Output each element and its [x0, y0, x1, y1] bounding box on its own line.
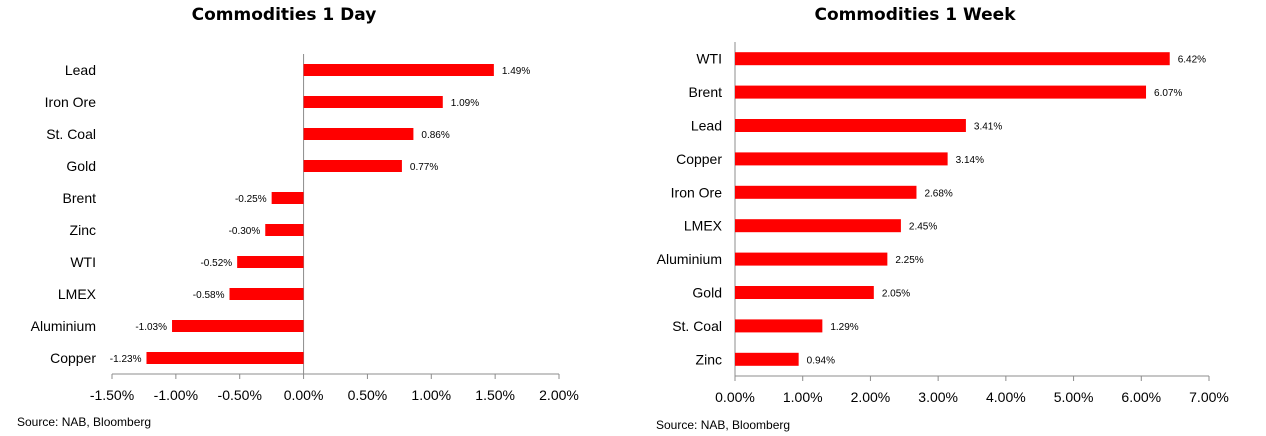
category-label: St. Coal: [46, 126, 96, 142]
category-label: Aluminium: [31, 318, 96, 334]
data-label: 1.49%: [502, 66, 530, 77]
data-label: 1.09%: [451, 98, 479, 109]
data-label: -1.03%: [135, 322, 167, 333]
x-tick-label: 5.00%: [1054, 389, 1094, 405]
bar: [303, 96, 443, 108]
bar: [146, 352, 304, 364]
bar: [271, 192, 304, 204]
bar: [735, 219, 901, 233]
category-label: Brent: [63, 190, 97, 206]
category-label: Iron Ore: [671, 184, 723, 200]
data-label: 2.25%: [895, 255, 923, 266]
chart-commodities-1-week: Commodities 1 Week Source: NAB, Bloomber…: [656, 5, 1229, 432]
category-label: Zinc: [696, 351, 722, 367]
chart-commodities-1-day: Commodities 1 Day Source: NAB, Bloomberg…: [17, 5, 579, 429]
x-tick-label: 1.50%: [475, 387, 515, 403]
x-tick-label: 6.00%: [1121, 389, 1161, 405]
bar: [735, 152, 948, 166]
data-label: -1.23%: [110, 354, 142, 365]
x-tick-label: 2.00%: [851, 389, 891, 405]
data-label: 0.86%: [421, 130, 449, 141]
data-label: 0.94%: [807, 355, 835, 366]
data-label: 2.45%: [909, 222, 937, 233]
x-tick-label: 7.00%: [1189, 389, 1229, 405]
data-label: 0.77%: [410, 162, 438, 173]
x-tick-label: -1.50%: [90, 387, 134, 403]
x-tick-label: 0.00%: [715, 389, 755, 405]
chart-title: Commodities 1 Day: [192, 5, 377, 25]
bar: [265, 224, 304, 236]
x-tick-label: 4.00%: [986, 389, 1026, 405]
x-tick-label: -1.00%: [154, 387, 198, 403]
data-label: 6.07%: [1154, 88, 1182, 99]
bar: [735, 119, 966, 132]
bar: [172, 320, 304, 332]
bar: [303, 128, 414, 140]
x-tick-label: 1.00%: [411, 387, 451, 403]
x-tick-label: 0.00%: [284, 387, 324, 403]
data-label: 2.05%: [882, 289, 910, 300]
category-label: Aluminium: [657, 251, 722, 267]
data-label: -0.30%: [229, 226, 261, 237]
data-label: -0.58%: [193, 290, 225, 301]
category-label: St. Coal: [672, 318, 722, 334]
x-tick-label: 3.00%: [918, 389, 958, 405]
category-label: WTI: [70, 254, 96, 270]
category-label: Lead: [65, 62, 96, 78]
bar: [735, 252, 888, 266]
data-label: 3.41%: [974, 122, 1002, 133]
data-label: 3.14%: [956, 155, 984, 166]
bar: [735, 319, 823, 333]
category-label: LMEX: [684, 218, 723, 234]
bar: [237, 256, 304, 268]
bar: [735, 85, 1147, 99]
category-label: Iron Ore: [45, 94, 97, 110]
category-label: Zinc: [70, 222, 96, 238]
category-label: WTI: [696, 51, 722, 67]
x-tick-label: -0.50%: [218, 387, 262, 403]
data-label: -0.25%: [235, 194, 267, 205]
bar: [303, 160, 402, 172]
x-tick-label: 2.00%: [539, 387, 579, 403]
category-label: Brent: [689, 84, 723, 100]
chart-title: Commodities 1 Week: [814, 5, 1016, 25]
data-label: 2.68%: [924, 188, 952, 199]
bar: [229, 288, 304, 300]
x-tick-label: 1.00%: [783, 389, 823, 405]
chart-source: Source: NAB, Bloomberg: [17, 415, 151, 429]
category-label: Copper: [676, 151, 722, 167]
bar: [735, 52, 1170, 66]
category-label: Lead: [691, 118, 722, 134]
category-label: Gold: [66, 158, 96, 174]
data-label: 1.29%: [830, 322, 858, 333]
data-label: -0.52%: [200, 258, 232, 269]
data-label: 6.42%: [1178, 55, 1206, 66]
bar: [735, 185, 917, 199]
bar: [735, 286, 874, 299]
category-label: LMEX: [58, 286, 97, 302]
bar: [303, 64, 494, 76]
bar: [735, 352, 799, 366]
x-tick-label: 0.50%: [348, 387, 388, 403]
category-label: Gold: [692, 285, 722, 301]
chart-source: Source: NAB, Bloomberg: [656, 418, 790, 432]
category-label: Copper: [50, 350, 96, 366]
